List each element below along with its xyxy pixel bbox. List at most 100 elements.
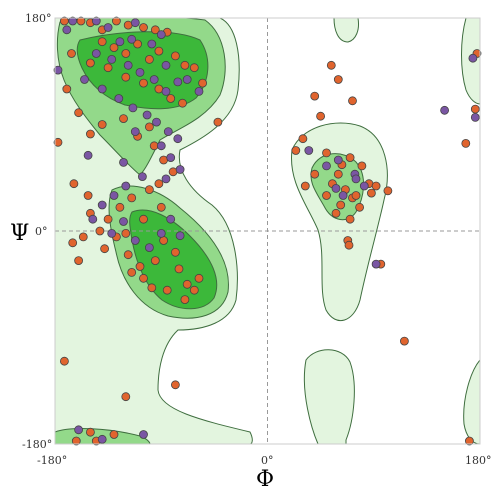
- data-point-0-110: [300, 181, 310, 191]
- data-point-0-54: [170, 247, 180, 257]
- data-point-1-8: [161, 60, 171, 70]
- plot-frame: [54, 17, 481, 445]
- data-point-1-22: [142, 110, 152, 120]
- data-point-0-20: [103, 63, 113, 73]
- data-point-1-26: [156, 141, 166, 151]
- data-point-0-66: [60, 356, 69, 366]
- data-point-1-46: [83, 150, 93, 160]
- data-point-0-44: [78, 232, 88, 242]
- data-point-1-59: [470, 113, 480, 122]
- data-point-0-45: [68, 238, 78, 248]
- data-point-0-95: [351, 191, 361, 200]
- data-point-0-76: [83, 191, 93, 200]
- data-point-0-15: [170, 51, 180, 61]
- data-point-0-26: [67, 49, 76, 58]
- data-point-1-40: [166, 214, 176, 224]
- data-point-0-24: [166, 94, 176, 103]
- data-point-0-39: [127, 193, 137, 203]
- data-point-1-58: [468, 53, 478, 63]
- data-point-1-49: [333, 155, 343, 165]
- data-point-0-9: [97, 37, 107, 47]
- data-point-1-43: [97, 434, 107, 444]
- data-point-0-33: [144, 122, 154, 132]
- data-point-1-15: [161, 87, 171, 96]
- x-tick-left: -180°: [37, 454, 67, 467]
- x-axis-label: Φ: [256, 467, 274, 490]
- data-point-0-75: [69, 179, 79, 189]
- data-point-0-98: [371, 181, 381, 191]
- data-point-1-47: [119, 157, 128, 167]
- data-point-1-20: [114, 94, 124, 103]
- data-point-1-11: [107, 55, 117, 64]
- data-point-0-99: [383, 186, 393, 196]
- data-point-0-55: [174, 264, 184, 274]
- data-point-1-51: [331, 183, 341, 193]
- data-point-0-51: [139, 273, 148, 283]
- data-point-0-38: [144, 185, 154, 195]
- data-point-0-88: [333, 169, 343, 179]
- data-point-1-38: [144, 243, 154, 253]
- data-point-1-52: [322, 161, 331, 171]
- data-point-0-62: [135, 262, 145, 271]
- data-point-0-30: [97, 120, 107, 129]
- data-point-1-32: [109, 191, 119, 200]
- data-point-0-7: [150, 25, 160, 35]
- data-point-0-12: [133, 39, 143, 49]
- data-point-1-6: [127, 34, 137, 44]
- data-point-0-97: [366, 188, 376, 198]
- data-point-1-3: [130, 18, 140, 28]
- data-point-0-19: [86, 58, 95, 68]
- data-point-0-25: [178, 98, 187, 108]
- data-point-0-59: [180, 295, 190, 305]
- data-point-0-111: [322, 191, 331, 200]
- data-point-1-5: [115, 37, 125, 47]
- data-point-0-74: [53, 137, 63, 147]
- data-point-1-39: [156, 228, 166, 238]
- data-point-1-1: [91, 16, 101, 26]
- data-point-0-6: [139, 23, 148, 32]
- data-point-0-41: [103, 214, 113, 224]
- data-point-1-21: [128, 103, 138, 113]
- data-point-0-84: [322, 148, 331, 158]
- data-point-0-93: [331, 208, 341, 218]
- data-point-0-73: [213, 117, 223, 127]
- data-point-1-30: [137, 172, 147, 182]
- data-point-0-78: [333, 75, 343, 84]
- data-point-1-2: [103, 23, 113, 32]
- data-point-0-18: [198, 78, 208, 88]
- data-point-0-22: [139, 78, 148, 88]
- data-point-0-72: [170, 380, 180, 390]
- data-point-1-53: [338, 191, 348, 200]
- x-tick-right: 180°: [465, 454, 492, 467]
- data-point-0-108: [464, 436, 474, 446]
- data-point-0-17: [189, 63, 199, 73]
- y-tick-middle: 0°: [35, 225, 48, 238]
- data-point-1-0: [68, 16, 78, 26]
- data-point-0-67: [86, 427, 95, 437]
- outer-region-top-center: [333, 18, 359, 43]
- data-point-0-14: [154, 46, 164, 56]
- data-point-1-10: [91, 49, 101, 58]
- data-point-1-55: [359, 181, 369, 191]
- data-point-1-16: [182, 75, 192, 84]
- y-axis-label: Ψ: [10, 221, 29, 246]
- data-point-1-60: [62, 25, 72, 35]
- data-point-1-27: [166, 153, 176, 163]
- data-point-0-46: [74, 256, 83, 266]
- data-point-1-9: [173, 77, 183, 87]
- data-point-0-69: [109, 430, 119, 439]
- data-point-0-27: [62, 84, 72, 94]
- data-point-1-44: [139, 430, 148, 439]
- data-point-1-56: [371, 259, 381, 269]
- data-point-0-100: [355, 202, 365, 212]
- data-point-0-104: [399, 336, 409, 346]
- data-point-1-36: [119, 217, 128, 226]
- data-point-1-12: [123, 60, 133, 70]
- data-point-0-77: [326, 60, 336, 70]
- data-point-1-13: [135, 68, 145, 77]
- data-point-0-29: [86, 129, 95, 139]
- data-point-1-28: [175, 165, 185, 174]
- data-point-1-57: [440, 105, 450, 115]
- data-point-0-28: [74, 108, 83, 118]
- data-point-0-81: [316, 111, 326, 121]
